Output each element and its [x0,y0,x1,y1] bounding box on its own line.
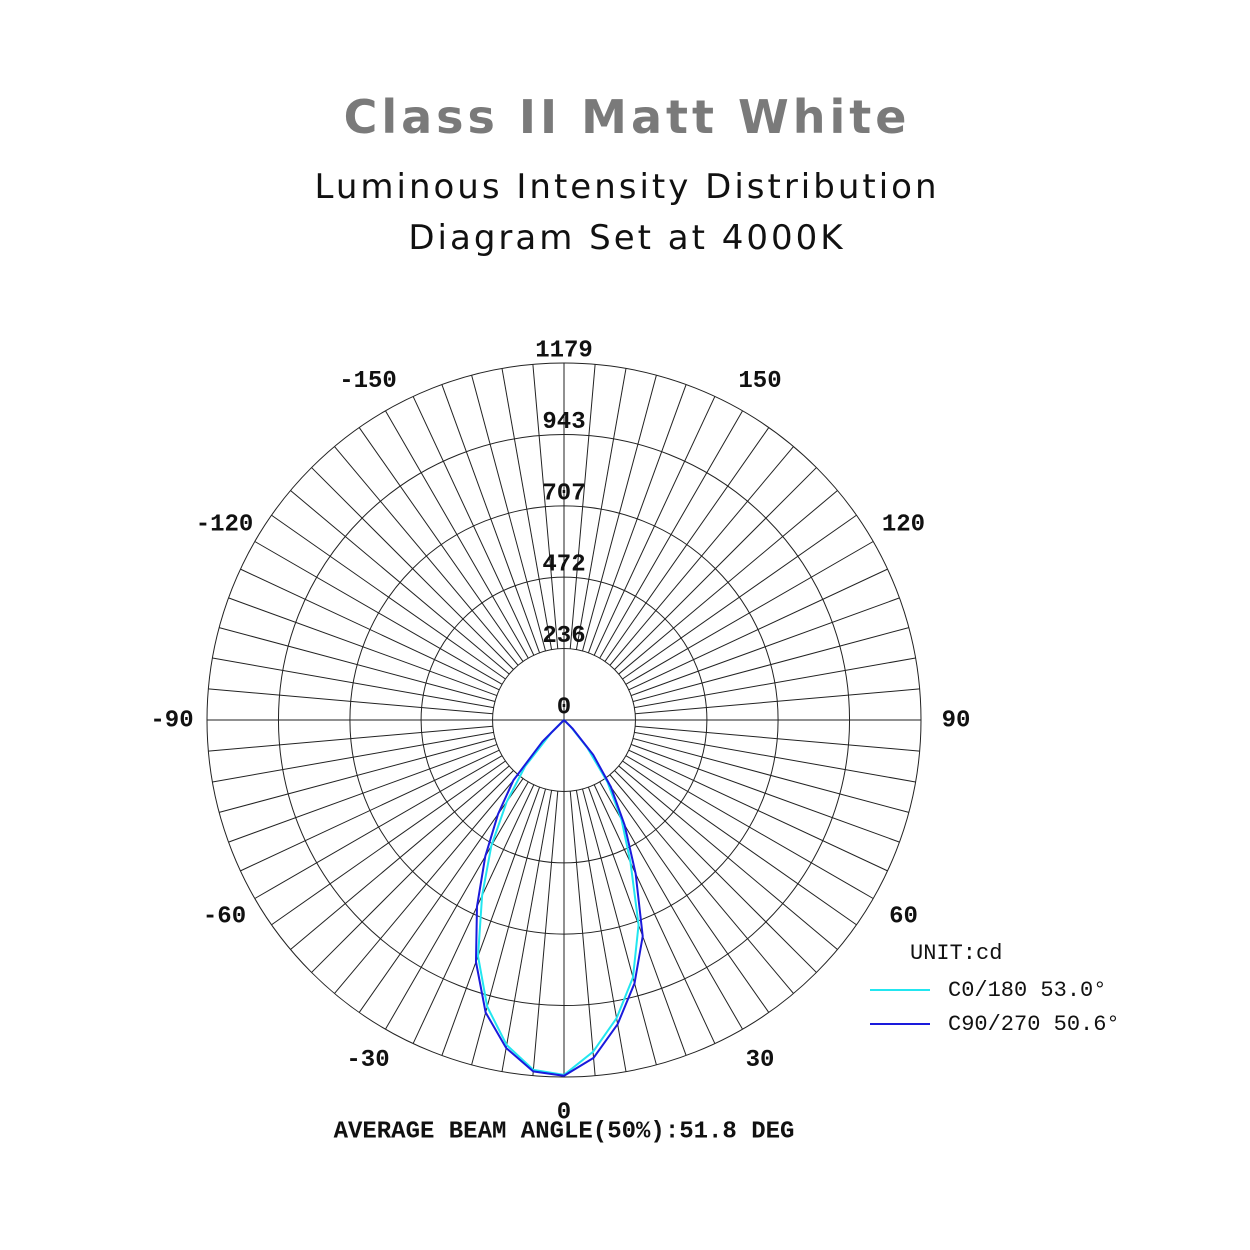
chart-subtitle: Diagram Set at 4000K [408,218,845,258]
series-line [474,719,644,1077]
r-tick-label: 1179 [535,337,593,364]
ring-grid-line [277,433,851,1007]
theta-tick-label: -30 [346,1047,389,1074]
chart-subtitle: Luminous Intensity Distribution [314,167,939,207]
theta-tick-label: -150 [339,368,397,395]
legend-label: C0/180 53.0° [948,978,1106,1003]
series-line [477,719,640,1076]
theta-tick-label: -60 [203,903,246,930]
theta-tick-label: 0 [557,1099,571,1126]
r-tick-label: 472 [542,551,585,578]
footer-note: AVERAGE BEAM ANGLE(50%):51.8 DEG [334,1118,795,1145]
r-tick-label: 943 [542,409,585,436]
theta-tick-label: 30 [746,1047,775,1074]
chart-title: Class II Matt White [344,90,911,144]
theta-tick-label: 90 [942,707,971,734]
ring-grid-line [349,505,779,935]
theta-tick-label: 60 [889,903,918,930]
ring-grid-line [492,648,636,792]
theta-tick-label: -90 [150,707,193,734]
theta-tick-label: 150 [738,368,781,395]
r-tick-label: 707 [542,480,585,507]
theta-tick-label: -120 [196,511,254,538]
ring-grid-line [420,576,708,864]
r-tick-label: 236 [542,623,585,650]
ring-grid-line [206,362,922,1078]
r-tick-label: 0 [557,694,571,721]
unit-label: UNIT:cd [910,941,1002,966]
legend-label: C90/270 50.6° [948,1012,1120,1037]
theta-tick-label: 120 [882,511,925,538]
